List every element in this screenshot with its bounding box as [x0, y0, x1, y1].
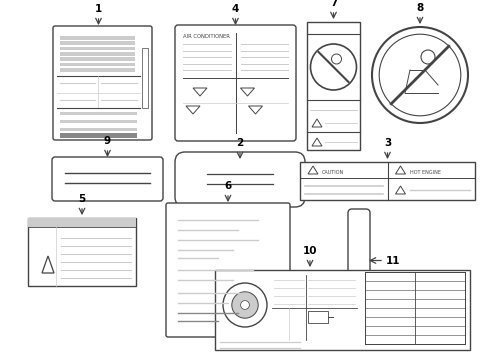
Bar: [60, 57, 135, 61]
Text: AIR CONDITIONER: AIR CONDITIONER: [183, 34, 229, 39]
Bar: [28, 218, 136, 286]
Bar: [60, 120, 137, 123]
Text: 7: 7: [329, 0, 337, 8]
Circle shape: [331, 54, 341, 64]
Bar: [60, 36, 135, 40]
Text: 10: 10: [302, 246, 317, 256]
Circle shape: [223, 283, 266, 327]
FancyBboxPatch shape: [347, 209, 369, 312]
Bar: [60, 133, 137, 138]
Bar: [60, 41, 135, 45]
Text: 11: 11: [385, 256, 400, 266]
Circle shape: [420, 50, 434, 64]
Circle shape: [231, 292, 258, 318]
Bar: [60, 52, 135, 55]
Bar: [299, 162, 474, 200]
Bar: [60, 68, 135, 72]
Text: 3: 3: [383, 138, 390, 148]
Bar: [60, 112, 137, 115]
Circle shape: [371, 27, 467, 123]
Text: CAUTION: CAUTION: [321, 170, 344, 175]
FancyBboxPatch shape: [53, 26, 152, 140]
Bar: [28, 218, 136, 227]
FancyBboxPatch shape: [175, 152, 305, 207]
Text: 9: 9: [104, 136, 111, 146]
Circle shape: [240, 301, 249, 309]
Bar: [353, 218, 361, 303]
Text: 5: 5: [78, 194, 85, 204]
Text: 4: 4: [231, 4, 239, 14]
Bar: [306, 22, 359, 150]
Bar: [60, 63, 135, 66]
FancyBboxPatch shape: [165, 203, 289, 337]
Circle shape: [378, 34, 460, 116]
Bar: [142, 48, 148, 108]
Bar: [60, 128, 137, 131]
Text: 6: 6: [224, 181, 231, 191]
Bar: [215, 270, 469, 350]
Text: 2: 2: [236, 138, 243, 148]
Text: 8: 8: [415, 3, 423, 13]
FancyBboxPatch shape: [175, 25, 295, 141]
Text: 1: 1: [95, 4, 102, 14]
Circle shape: [310, 44, 356, 90]
Bar: [60, 47, 135, 50]
Bar: [307, 311, 327, 323]
Text: HOT ENGINE: HOT ENGINE: [408, 170, 440, 175]
FancyBboxPatch shape: [52, 157, 163, 201]
